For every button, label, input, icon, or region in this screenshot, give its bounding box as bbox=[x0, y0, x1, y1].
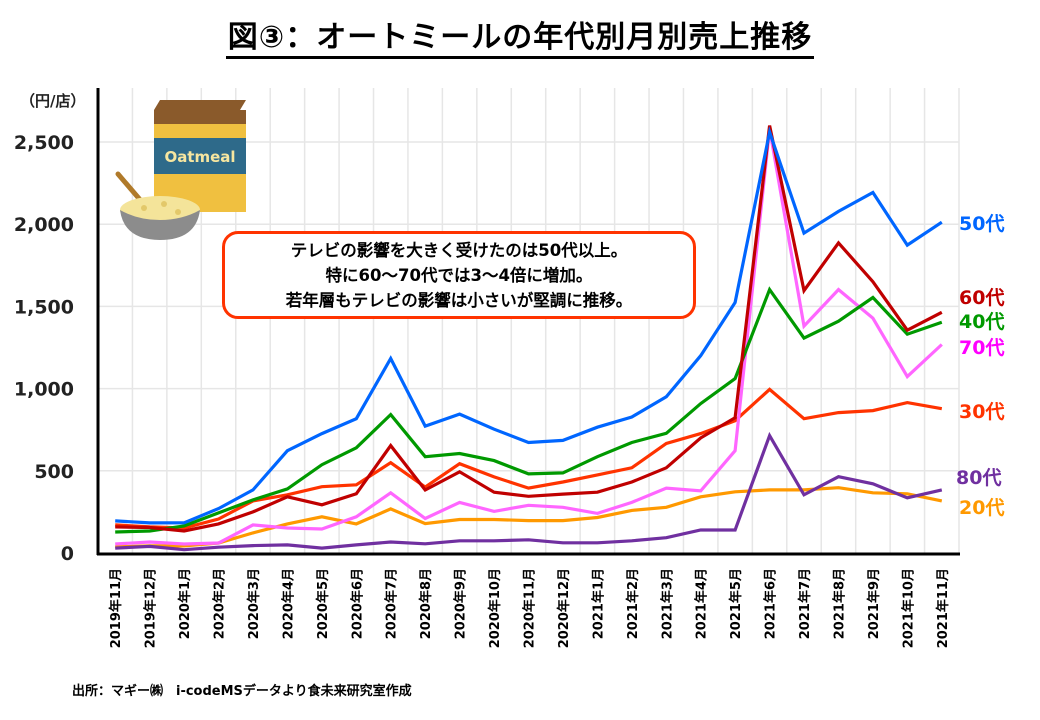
oatmeal-box-label: Oatmeal bbox=[164, 148, 235, 166]
x-tick-label: 2020年3月 bbox=[246, 568, 262, 639]
x-tick-label: 2021年5月 bbox=[728, 568, 744, 639]
x-tick-label: 2020年11月 bbox=[522, 568, 538, 648]
x-tick-label: 2021年8月 bbox=[831, 568, 847, 639]
y-tick-label: 1,000 bbox=[14, 379, 74, 401]
chart-title-text: 図③：オートミールの年代別月別売上推移 bbox=[225, 20, 815, 59]
series-label-30代: 30代 bbox=[959, 401, 1004, 423]
x-tick-label: 2019年11月 bbox=[108, 568, 124, 648]
annotation-line-2: 特に60～70代では3～4倍に増加。 bbox=[325, 266, 593, 285]
oatmeal-box-icon: Oatmeal bbox=[154, 100, 246, 212]
x-tick-label: 2020年1月 bbox=[177, 568, 193, 639]
series-line-50代 bbox=[115, 125, 943, 525]
x-tick-label: 2021年6月 bbox=[763, 568, 779, 639]
series-line-30代 bbox=[115, 387, 943, 530]
series-line-60代 bbox=[115, 125, 943, 533]
series-label-60代: 60代 bbox=[959, 287, 1004, 309]
series-label-40代: 40代 bbox=[959, 311, 1004, 333]
x-tick-label: 2021年10月 bbox=[900, 568, 916, 648]
series-label-80代: 80代 bbox=[956, 467, 1001, 489]
y-tick-label: 2,500 bbox=[14, 132, 74, 154]
x-tick-label: 2021年1月 bbox=[590, 568, 606, 639]
x-tick-label: 2020年10月 bbox=[487, 568, 503, 648]
oatmeal-bowl-icon bbox=[115, 171, 200, 240]
y-tick-label: 2,000 bbox=[14, 214, 74, 236]
x-tick-label: 2019年12月 bbox=[143, 568, 159, 648]
y-tick-label: 500 bbox=[34, 461, 74, 483]
x-tick-label: 2020年5月 bbox=[315, 568, 331, 639]
chart-title: 図③：オートミールの年代別月別売上推移 bbox=[0, 12, 1040, 59]
series-line-40代 bbox=[115, 286, 943, 534]
annotation-line-1: テレビの影響を大きく受けたのは50代以上。 bbox=[290, 241, 628, 260]
y-tick-label: 1,500 bbox=[14, 296, 74, 318]
x-axis-ticks: 2019年11月 2019年12月 2020年1月 2020年2月 2020年3月 202… bbox=[108, 568, 951, 648]
annotation-box: テレビの影響を大きく受けたのは50代以上。 特に60～70代では3～4倍に増加。… bbox=[222, 231, 696, 319]
y-axis-ticks: 0 500 1,000 1,500 2,000 2,500 bbox=[14, 132, 74, 565]
annotation-line-3: 若年層もテレビの影響は小さいが堅調に推移。 bbox=[285, 291, 633, 310]
oatmeal-box-and-bowl-icon: Oatmeal bbox=[115, 100, 246, 240]
series-label-50代: 50代 bbox=[959, 213, 1004, 235]
x-tick-label: 2020年9月 bbox=[453, 568, 469, 639]
source-note: 出所：マギー㈱ i-codeMSデータより食未来研究室作成 bbox=[72, 684, 412, 699]
x-tick-label: 2020年7月 bbox=[384, 568, 400, 639]
x-tick-label: 2021年4月 bbox=[694, 568, 710, 639]
x-tick-label: 2021年3月 bbox=[659, 568, 675, 639]
x-tick-label: 2021年7月 bbox=[797, 568, 813, 639]
x-tick-label: 2021年11月 bbox=[935, 568, 951, 648]
x-tick-label: 2021年2月 bbox=[625, 568, 641, 639]
series-line-20代 bbox=[115, 486, 943, 549]
x-tick-label: 2020年2月 bbox=[212, 568, 228, 639]
series-lines bbox=[115, 125, 943, 552]
x-tick-label: 2020年8月 bbox=[418, 568, 434, 639]
x-tick-label: 2020年4月 bbox=[280, 568, 296, 639]
x-tick-label: 2021年9月 bbox=[866, 568, 882, 639]
x-tick-label: 2020年6月 bbox=[349, 568, 365, 639]
series-label-20代: 20代 bbox=[959, 497, 1004, 519]
series-line-80代 bbox=[115, 431, 943, 552]
series-label-70代: 70代 bbox=[959, 337, 1004, 359]
series-line-70代 bbox=[115, 128, 943, 546]
y-axis-unit-label: （円/店） bbox=[20, 92, 85, 110]
x-tick-label: 2020年12月 bbox=[556, 568, 572, 648]
y-tick-label: 0 bbox=[61, 543, 74, 565]
